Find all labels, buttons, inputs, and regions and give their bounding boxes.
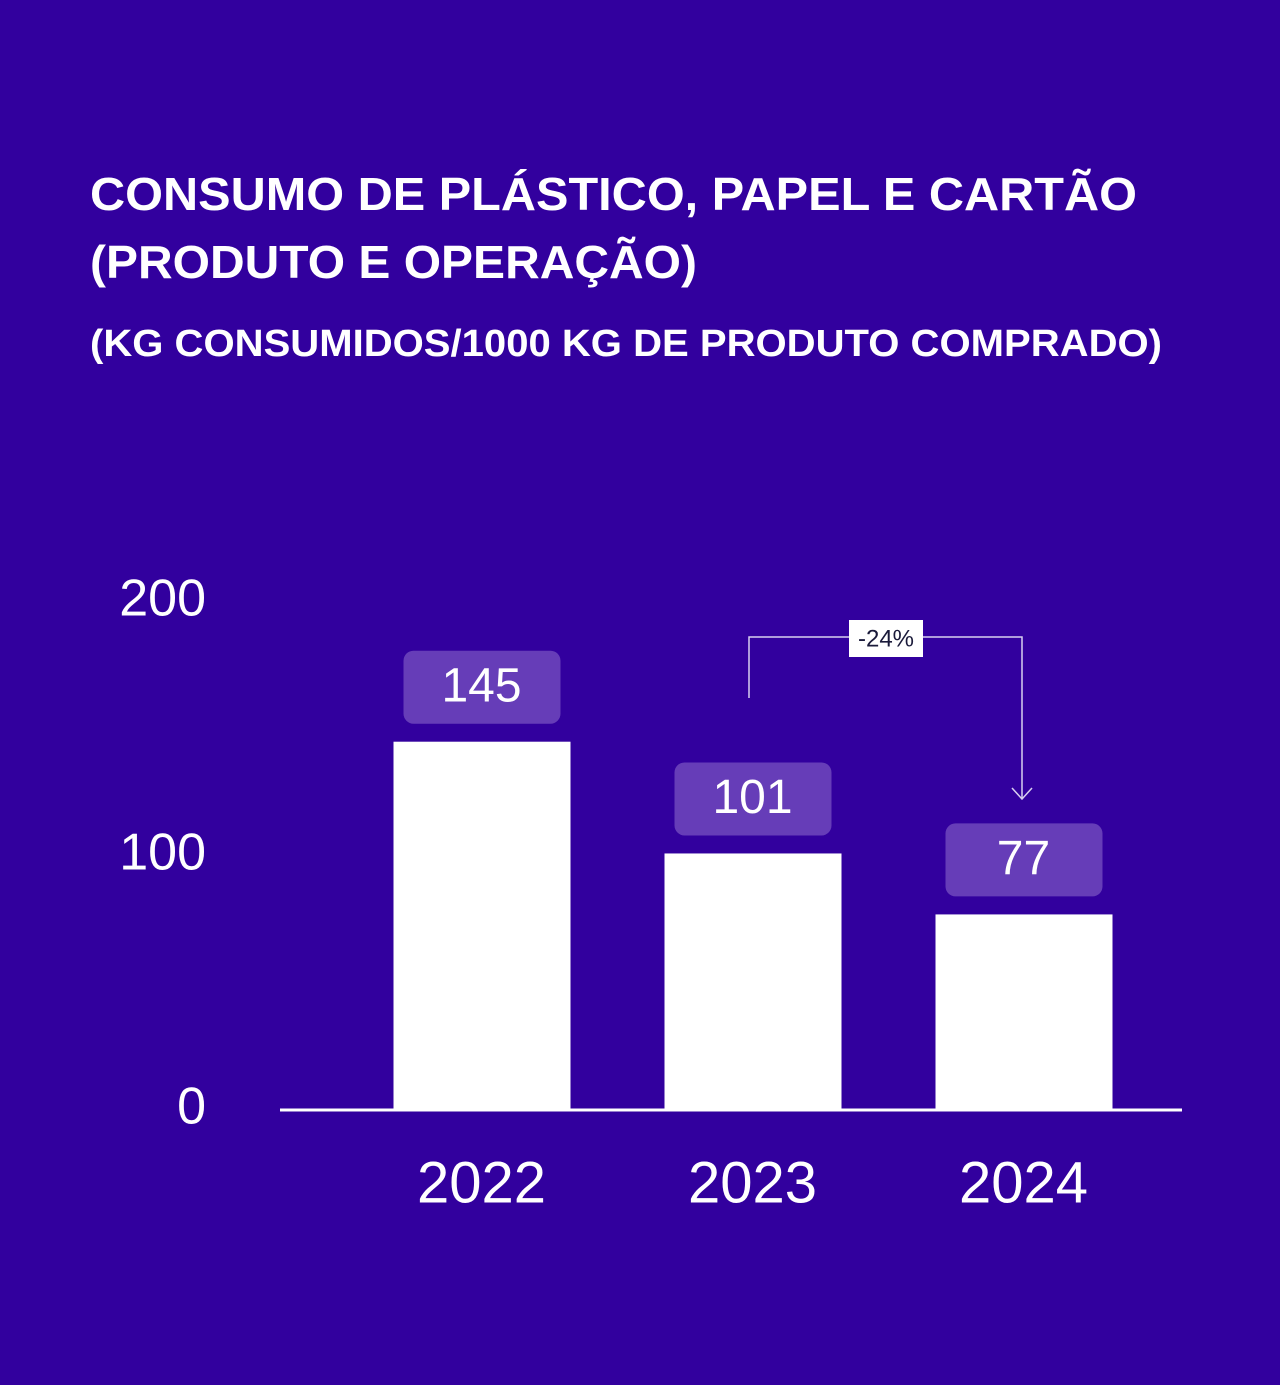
bar xyxy=(664,853,842,1110)
value-label: 101 xyxy=(712,771,792,824)
bar xyxy=(935,914,1113,1110)
x-tick-label: 2023 xyxy=(688,1150,817,1215)
annotation-arrowhead xyxy=(1011,787,1033,801)
y-tick-label: 0 xyxy=(177,1078,206,1136)
value-label: 77 xyxy=(997,832,1050,885)
x-tick-label: 2022 xyxy=(417,1150,546,1215)
change-annotation: -24% xyxy=(748,620,1033,801)
bar xyxy=(393,741,571,1110)
value-label-box xyxy=(674,762,832,836)
chart-title: CONSUMO DE PLÁSTICO, PAPEL E CARTÃO xyxy=(90,168,1137,220)
value-label-box xyxy=(945,823,1103,897)
chart-subtitle: (KG CONSUMIDOS/1000 KG DE PRODUTO COMPRA… xyxy=(90,323,1162,365)
annotation-box xyxy=(849,620,923,657)
x-tick-label: 2024 xyxy=(959,1150,1088,1215)
y-tick-label: 200 xyxy=(119,570,206,628)
y-tick-label: 100 xyxy=(119,824,206,882)
value-label: 145 xyxy=(441,659,521,712)
value-label-box xyxy=(403,650,561,724)
annotation-label: -24% xyxy=(858,625,914,652)
chart-title: (PRODUTO E OPERAÇÃO) xyxy=(90,236,697,288)
